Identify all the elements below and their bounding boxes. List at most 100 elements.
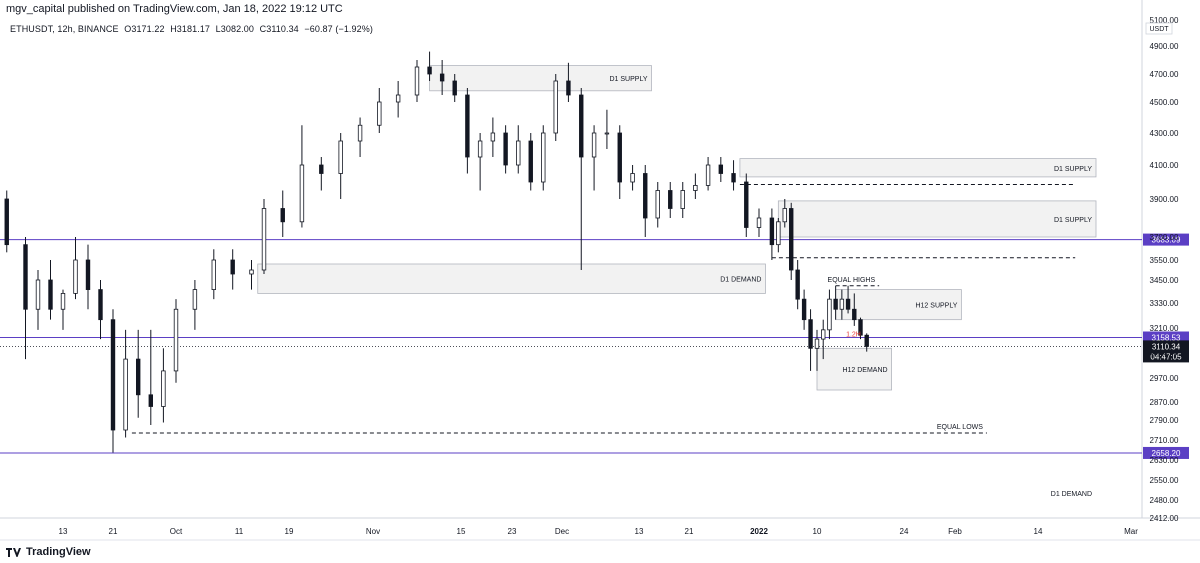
candle-body-52 <box>731 173 736 183</box>
zone-box-2 <box>777 200 1097 238</box>
currency-badge: USDT <box>1149 26 1169 33</box>
current-price-label: 3110.34 <box>1152 342 1181 351</box>
y-tick-label: 2790.00 <box>1150 416 1179 425</box>
candle-body-40 <box>579 94 584 158</box>
price-label-bg-0 <box>1143 233 1189 246</box>
symbol-legend: ETHUSDT, 12h, BINANCE O3171.22 H3181.17 … <box>10 24 376 34</box>
price-label: 3683.09 <box>1152 236 1181 245</box>
candle-body-3 <box>35 279 41 310</box>
candle-body-22 <box>319 164 324 174</box>
candle-body-54 <box>756 217 762 228</box>
candle-body-25 <box>377 101 382 126</box>
candle-body-30 <box>452 80 457 96</box>
x-tick-label: 11 <box>235 527 244 536</box>
zone-label: D1 DEMAND <box>720 277 761 284</box>
candle-body-17 <box>230 259 235 275</box>
zone-label: D1 DEMAND <box>1051 491 1092 498</box>
current-price-bg <box>1143 340 1189 363</box>
y-tick-label: 4500.00 <box>1150 98 1179 107</box>
candle-body-26 <box>395 94 401 103</box>
y-tick-label: 4300.00 <box>1150 129 1179 138</box>
candle-body-49 <box>693 184 698 191</box>
y-tick-label: 3330.00 <box>1150 299 1179 308</box>
candle-body-53 <box>744 181 749 228</box>
candle-body-35 <box>516 140 521 166</box>
candle-body-4 <box>48 279 53 310</box>
candle-body-62 <box>814 338 820 349</box>
zone-label: H12 DEMAND <box>842 367 887 374</box>
candle-body-42 <box>604 132 610 135</box>
candle-body-55 <box>769 217 775 246</box>
candle-body-66 <box>839 298 845 310</box>
y-tick-label: 3550.00 <box>1150 256 1179 265</box>
candle-body-16 <box>211 259 216 290</box>
candle-body-13 <box>161 370 166 407</box>
candle-body-44 <box>630 173 635 183</box>
legend-low: L3082.00 <box>215 24 254 34</box>
tradingview-brand[interactable]: TradingView <box>26 546 91 558</box>
candle-body-6 <box>73 259 78 294</box>
candle-body-31 <box>465 94 470 158</box>
y-tick-label: 3210.00 <box>1150 324 1179 333</box>
candle-body-1 <box>4 198 9 246</box>
price-label: 2658.20 <box>1152 449 1181 458</box>
candle-body-7 <box>85 259 91 290</box>
candle-body-18 <box>249 269 254 275</box>
x-tick-label: 15 <box>457 527 466 536</box>
price-label-bg-2 <box>1143 446 1189 459</box>
candle-body-5 <box>60 293 66 310</box>
zone-label: D1 SUPPLY <box>1054 166 1092 173</box>
candle-body-32 <box>477 140 483 158</box>
candle-body-51 <box>718 164 724 174</box>
x-tick-label: 10 <box>813 527 822 536</box>
x-tick-label: 24 <box>900 527 909 536</box>
candle-body-9 <box>110 319 116 431</box>
candle-body-34 <box>503 132 508 166</box>
x-tick-label: 21 <box>685 527 694 536</box>
y-tick-label: 2870.00 <box>1150 398 1179 407</box>
candle-body-29 <box>439 73 445 82</box>
candle-body-23 <box>338 140 343 174</box>
candle-body-33 <box>490 132 496 142</box>
candle-body-70 <box>864 334 869 347</box>
candle-body-63 <box>821 329 826 340</box>
candle-body-14 <box>173 308 179 372</box>
footer: TradingView <box>6 546 91 558</box>
zone-box-5 <box>835 289 962 321</box>
candle-body-45 <box>643 173 648 219</box>
x-tick-label: 14 <box>1034 527 1043 536</box>
candle-body-47 <box>668 190 673 209</box>
zone-label: EQUAL LOWS <box>937 424 983 431</box>
candle-body-19 <box>261 208 267 271</box>
candle-body-65 <box>833 298 838 310</box>
candle-body-59 <box>795 269 800 300</box>
candle-body-27 <box>414 66 420 96</box>
legend-open: O3171.22 <box>124 24 165 34</box>
x-tick-label: Oct <box>170 527 183 536</box>
legend-symbol[interactable]: ETHUSDT, 12h, BINANCE <box>10 24 119 34</box>
y-tick-label: 3700.00 <box>1150 233 1179 242</box>
candle-body-2 <box>23 244 28 310</box>
y-tick-label: 4100.00 <box>1150 161 1179 170</box>
candle-body-38 <box>553 80 558 134</box>
candle-body-24 <box>357 124 363 142</box>
zone-label: D1 SUPPLY <box>610 76 648 83</box>
x-tick-label: Mar <box>1124 527 1138 536</box>
zone-box-1 <box>739 158 1097 178</box>
y-tick-label: 2710.00 <box>1150 436 1179 445</box>
candle-body-37 <box>541 132 546 183</box>
y-tick-label: 3900.00 <box>1150 195 1179 204</box>
x-tick-label: 13 <box>635 527 644 536</box>
candle-body-58 <box>789 208 794 271</box>
currency-badge-bg <box>1145 22 1173 35</box>
tradingview-logo-icon <box>6 547 21 557</box>
price-label: 3158.53 <box>1152 334 1181 343</box>
zone-box-0 <box>429 65 652 92</box>
zone-label: D1 SUPPLY <box>1054 217 1092 224</box>
candle-body-60 <box>801 298 807 321</box>
candle-body-12 <box>148 394 153 407</box>
candle-body-46 <box>655 190 660 219</box>
y-tick-label: 4900.00 <box>1150 42 1179 51</box>
legend-high: H3181.17 <box>170 24 211 34</box>
